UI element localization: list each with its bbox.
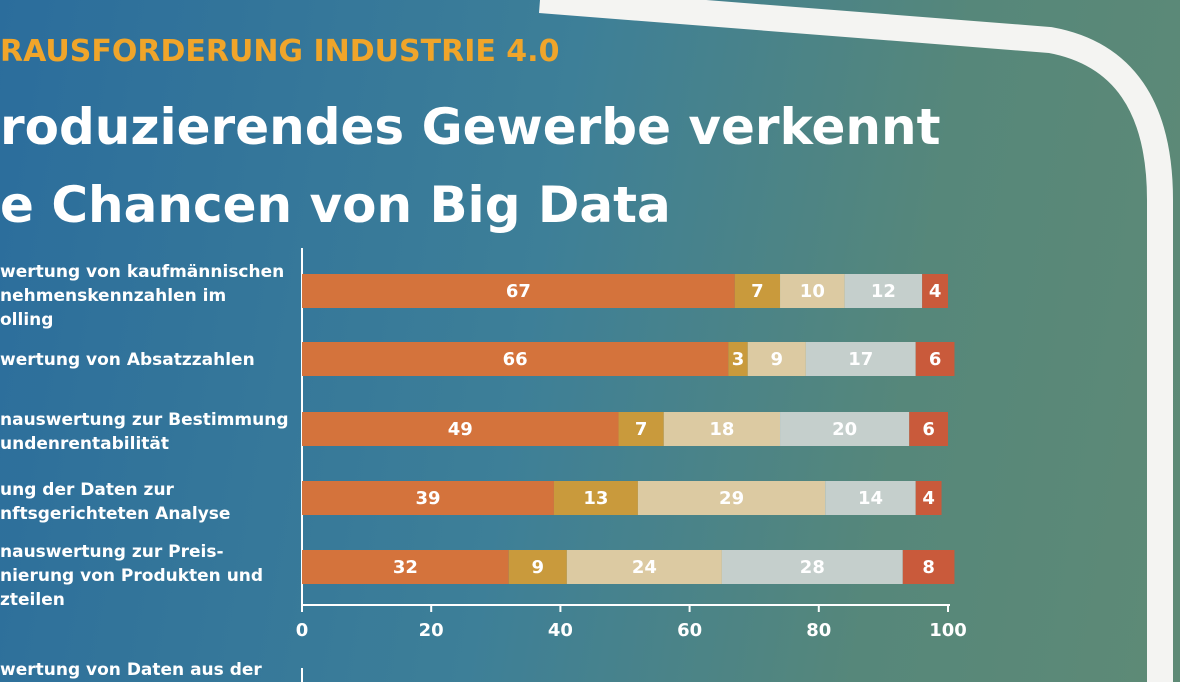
category-label: wertung von Absatzzahlen xyxy=(0,350,255,370)
bar-segment xyxy=(780,274,845,308)
x-tick-label: 40 xyxy=(548,620,573,641)
bar-segment xyxy=(553,481,638,515)
bar-segment xyxy=(618,412,664,446)
value-label: 39 xyxy=(415,488,440,509)
value-label: 6 xyxy=(929,349,942,370)
bar-segment xyxy=(566,550,722,584)
bar-segment xyxy=(902,550,955,584)
value-label: 24 xyxy=(632,557,657,578)
bar-segment xyxy=(721,550,903,584)
x-tick-label: 0 xyxy=(296,620,309,641)
x-tick-label: 80 xyxy=(806,620,831,641)
category-label: wertung von Daten aus der xyxy=(0,660,262,680)
bar-segment xyxy=(637,481,826,515)
x-tick-label: 100 xyxy=(929,620,967,641)
bar-segment xyxy=(508,550,567,584)
bar-segment xyxy=(915,481,942,515)
value-label: 13 xyxy=(583,488,608,509)
bar-segment xyxy=(734,274,781,308)
value-label: 8 xyxy=(922,557,935,578)
bar-segment xyxy=(844,274,923,308)
bar-segment xyxy=(805,342,916,376)
value-label: 4 xyxy=(929,281,942,302)
bar-segment xyxy=(747,342,806,376)
value-label: 18 xyxy=(709,419,734,440)
category-label: ung der Daten zur nftsgerichteten Analys… xyxy=(0,480,231,524)
category-label: wertung von kaufmännischen nehmenskennza… xyxy=(0,262,285,330)
value-label: 6 xyxy=(922,419,935,440)
x-tick-label: 60 xyxy=(677,620,702,641)
value-label: 28 xyxy=(800,557,825,578)
value-label: 3 xyxy=(732,349,745,370)
value-label: 7 xyxy=(635,419,648,440)
bar-segment xyxy=(663,412,781,446)
value-label: 9 xyxy=(532,557,545,578)
value-label: 12 xyxy=(871,281,896,302)
bar-segment xyxy=(922,274,948,308)
bar-segment xyxy=(302,412,619,446)
bar-segment xyxy=(728,342,748,376)
value-label: 7 xyxy=(751,281,764,302)
chart-title: roduzierendes Gewerbe verkennt e Chancen… xyxy=(0,98,941,234)
value-label: 32 xyxy=(393,557,418,578)
value-label: 29 xyxy=(719,488,744,509)
value-label: 66 xyxy=(503,349,528,370)
bar-segment xyxy=(915,342,955,376)
bar-segment xyxy=(825,481,916,515)
x-tick-label: 20 xyxy=(419,620,444,641)
category-label: nauswertung zur Preis- nierung von Produ… xyxy=(0,542,264,610)
kicker: RAUSFORDERUNG INDUSTRIE 4.0 xyxy=(0,34,560,69)
bar-segment xyxy=(302,481,554,515)
value-label: 14 xyxy=(858,488,883,509)
value-label: 67 xyxy=(506,281,531,302)
value-label: 49 xyxy=(448,419,473,440)
frame-curve xyxy=(538,0,1173,682)
category-label: nauswertung zur Bestimmung undenrentabil… xyxy=(0,410,289,454)
value-label: 20 xyxy=(832,419,857,440)
value-label: 4 xyxy=(922,488,935,509)
bar-segment xyxy=(302,342,729,376)
value-label: 17 xyxy=(848,349,873,370)
value-label: 10 xyxy=(800,281,825,302)
bar-segment xyxy=(909,412,948,446)
bar-segment xyxy=(302,550,509,584)
value-label: 9 xyxy=(771,349,784,370)
bar-segment xyxy=(780,412,910,446)
bar-segment xyxy=(302,274,735,308)
